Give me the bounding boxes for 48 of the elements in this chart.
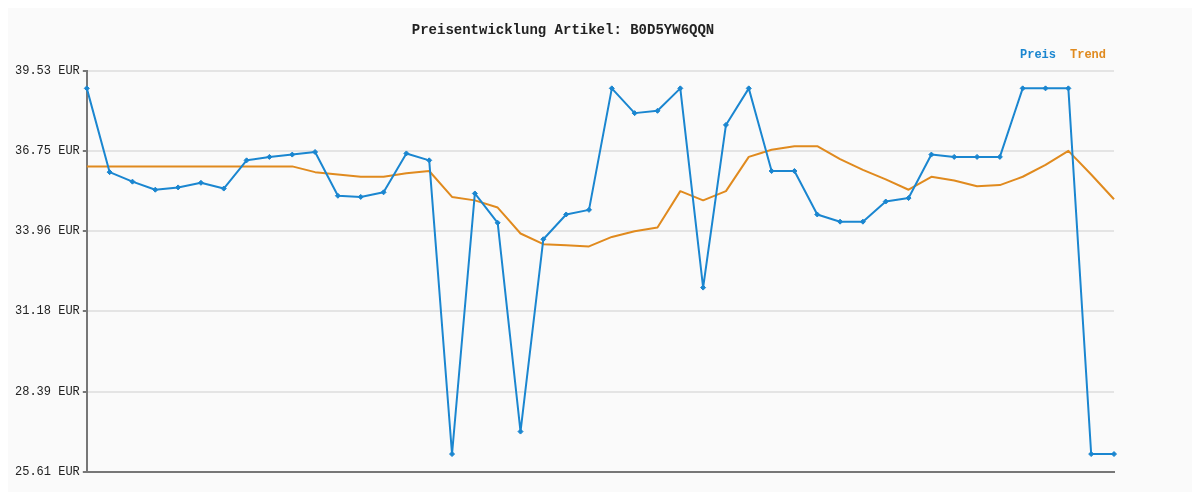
point [220, 185, 227, 192]
text: Preis [1019, 47, 1056, 62]
y-tick-label: 36.75 EUR [15, 144, 80, 159]
point [334, 192, 341, 199]
point [312, 149, 319, 155]
point [494, 219, 501, 226]
point [654, 107, 661, 114]
point [449, 451, 456, 458]
point [814, 211, 821, 218]
point [426, 157, 433, 164]
point [563, 211, 570, 218]
point [1042, 85, 1049, 92]
point [106, 169, 113, 176]
point [928, 151, 935, 158]
point [152, 186, 159, 193]
point [905, 195, 912, 202]
point [791, 168, 798, 174]
point [608, 85, 615, 92]
point [380, 189, 387, 196]
y-tick-label: 33.96 EUR [15, 224, 80, 239]
point [129, 178, 136, 185]
point [859, 218, 866, 225]
point [722, 121, 729, 128]
point [1065, 85, 1072, 92]
point [882, 198, 889, 205]
point [403, 150, 410, 157]
y-tick-label: 31.18 EUR [15, 304, 80, 319]
point [585, 206, 592, 213]
point [540, 236, 547, 243]
y-tick-label: 25.61 EUR [15, 464, 80, 479]
point [677, 85, 684, 92]
point [471, 190, 478, 197]
point [197, 179, 204, 186]
point [768, 168, 775, 174]
chart-title: Preisentwicklung Artikel: B0D5YW6QQN [411, 21, 715, 38]
y-tick-label: 39.53 EUR [15, 63, 80, 78]
y-tick-label: 28.39 EUR [15, 384, 80, 399]
point [83, 85, 90, 92]
point [517, 428, 524, 435]
point [837, 218, 844, 225]
point [243, 157, 250, 164]
point [357, 193, 364, 200]
point [289, 151, 296, 158]
text: Trend [1069, 47, 1107, 62]
point [1111, 451, 1117, 458]
point [266, 153, 273, 160]
point [631, 110, 638, 117]
point [1019, 85, 1026, 92]
